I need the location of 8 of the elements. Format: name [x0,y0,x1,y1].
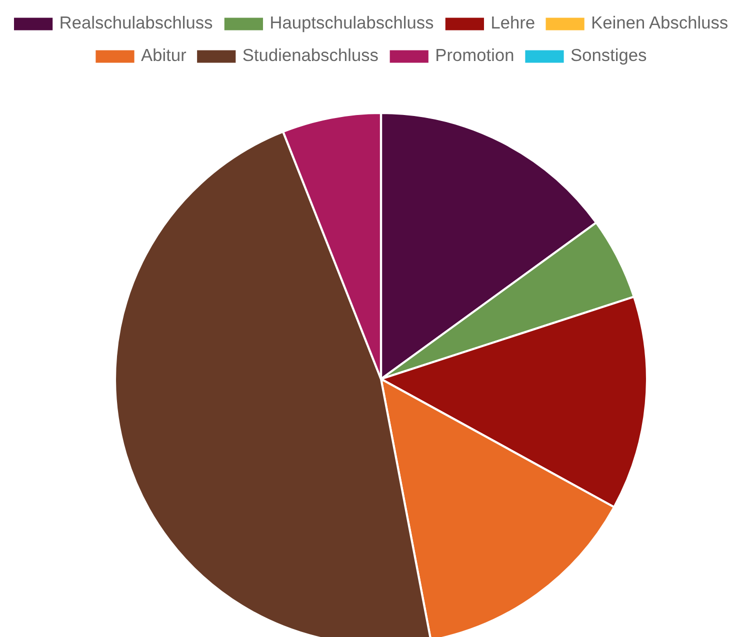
legend-label: Abitur [141,48,186,62]
legend-label: Keinen Abschluss [592,16,728,29]
legend-label: Lehre [492,16,534,29]
legend-label: Sonstiges [571,48,646,65]
legend-label: Promotion [436,48,514,62]
legend-label: Studienabschluss [243,48,378,62]
legend-label: Hauptschulabschluss [271,16,434,32]
legend-label: Realschulabschluss [60,16,212,29]
